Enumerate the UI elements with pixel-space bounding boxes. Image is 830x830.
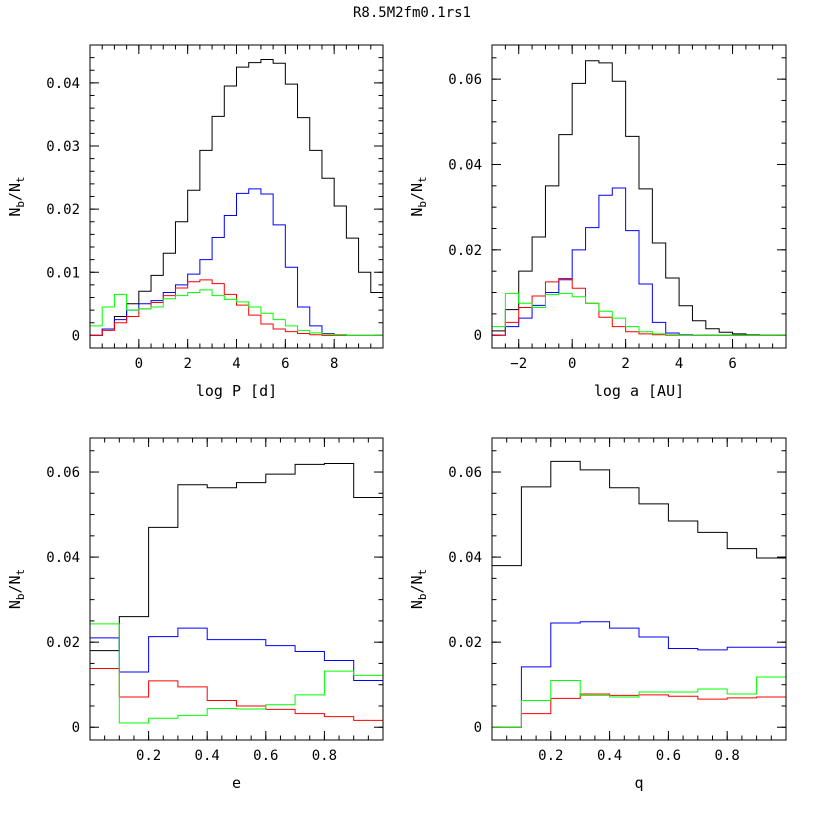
x-tick-label: 6 — [728, 356, 736, 372]
series-black-line — [492, 60, 786, 336]
y-axis-label-part: /N — [408, 183, 426, 201]
chart-panel-4: 0.2 0.4 0.6 0.8 0 0.02 0.04 0.06 q Nb/Nt — [408, 437, 787, 792]
x-tick-label: 2 — [621, 356, 629, 372]
y-axis-label-subscript: t — [14, 569, 27, 576]
y-axis-label-subscript: t — [416, 176, 429, 183]
y-tick-label: 0.06 — [46, 465, 80, 481]
y-tick-label: 0 — [474, 720, 482, 736]
x-tick-label: 0.4 — [597, 748, 622, 764]
y-tick-label: 0.02 — [448, 243, 482, 259]
series-black-line — [90, 463, 383, 652]
x-tick-label: 0.4 — [195, 748, 220, 764]
y-axis-label: Nb/Nt — [6, 569, 27, 609]
y-tick-label: 0.01 — [46, 265, 80, 281]
y-tick-label: 0.02 — [46, 202, 80, 218]
chart-panel-2: −2 0 2 4 6 0 0.02 0.04 0.06 log a [AU] Nb/Nt — [408, 44, 787, 400]
y-tick-label: 0.02 — [448, 635, 482, 651]
y-axis-label-part: N — [6, 600, 24, 609]
x-tick-label: 0.2 — [538, 748, 563, 764]
y-tick-label: 0.04 — [46, 550, 80, 566]
y-axis-label-subscript: t — [14, 176, 27, 183]
y-axis-label-subscript: b — [416, 201, 429, 208]
y-axis-label-part: N — [6, 208, 24, 217]
series-blue-line — [492, 187, 786, 336]
x-axis-label: log a [AU] — [594, 382, 684, 400]
y-axis-label-subscript: b — [14, 201, 27, 208]
y-axis-label-part: N — [408, 600, 426, 609]
x-tick-label: 0 — [568, 356, 576, 372]
y-tick-label: 0.03 — [46, 139, 80, 155]
x-tick-label: 0 — [135, 356, 143, 372]
y-tick-label: 0.06 — [448, 465, 482, 481]
y-tick-label: 0 — [72, 720, 80, 736]
y-tick-label: 0 — [72, 328, 80, 344]
y-axis-label-subscript: b — [416, 594, 429, 601]
y-axis-label-subscript: t — [416, 569, 429, 576]
series-blue-line — [492, 621, 786, 728]
y-axis-label-subscript: b — [14, 594, 27, 601]
series-green-line — [90, 623, 383, 724]
y-axis-label: Nb/Nt — [408, 176, 429, 216]
x-tick-label: 8 — [330, 356, 338, 372]
x-tick-label: 4 — [675, 356, 683, 372]
x-axis-label: log P [d] — [196, 382, 277, 400]
y-tick-label: 0.04 — [448, 550, 482, 566]
x-axis-label: e — [232, 774, 241, 792]
series-green-line — [492, 292, 786, 336]
x-tick-label: 2 — [183, 356, 191, 372]
series-blue-line — [90, 188, 383, 336]
plot-frame — [89, 44, 384, 349]
y-axis-label-part: N — [408, 208, 426, 217]
plot-frame — [491, 437, 787, 741]
y-axis-label-part: /N — [6, 575, 24, 593]
series-blue-line — [90, 627, 383, 681]
x-tick-label: 6 — [281, 356, 289, 372]
y-tick-label: 0.06 — [448, 72, 482, 88]
y-tick-label: 0.02 — [46, 635, 80, 651]
x-tick-label: 0.8 — [312, 748, 337, 764]
series-red-line — [90, 668, 383, 721]
y-tick-label: 0.04 — [448, 157, 482, 173]
chart-panel-3: 0.2 0.4 0.6 0.8 0 0.02 0.04 0.06 e Nb/Nt — [6, 437, 384, 792]
y-tick-label: 0 — [474, 328, 482, 344]
series-green-line — [90, 289, 383, 336]
plot-frame — [89, 437, 384, 741]
x-tick-label: 0.2 — [136, 748, 161, 764]
y-axis-label: Nb/Nt — [6, 176, 27, 216]
y-tick-label: 0.04 — [46, 76, 80, 92]
series-red-line — [90, 279, 383, 336]
y-axis-label-part: /N — [6, 183, 24, 201]
chart-panel-1: 0 2 4 6 8 0 0.01 0.02 0.03 0.04 log P [d] Nb/Nt — [6, 44, 384, 400]
series-red-line — [492, 693, 786, 728]
series-black-line — [90, 59, 384, 336]
series-green-line — [492, 676, 786, 728]
x-axis-label: q — [634, 774, 643, 792]
x-tick-label: −2 — [510, 356, 527, 372]
y-axis-label: Nb/Nt — [408, 569, 429, 609]
y-axis-label-part: /N — [408, 575, 426, 593]
figure-title: R8.5M2fm0.1rs1 — [353, 5, 471, 21]
plot-frame — [491, 44, 787, 349]
x-tick-label: 0.6 — [253, 748, 278, 764]
x-tick-label: 4 — [232, 356, 240, 372]
x-tick-label: 0.6 — [656, 748, 681, 764]
series-black-line — [492, 460, 786, 567]
x-tick-label: 0.8 — [715, 748, 740, 764]
